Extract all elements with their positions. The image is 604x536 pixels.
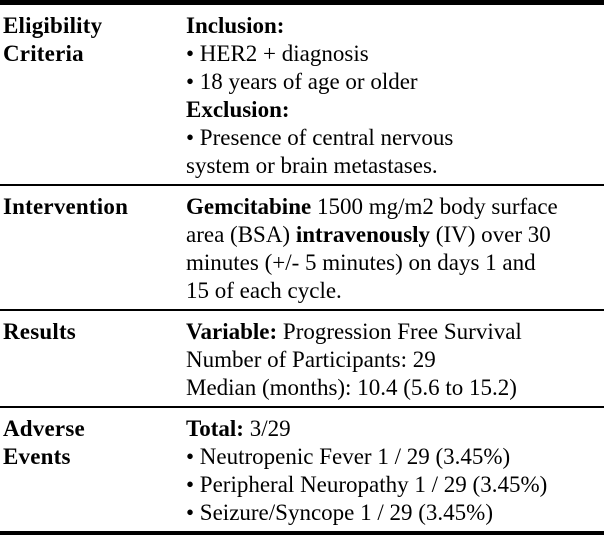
content-line: Number of Participants: 29 xyxy=(186,346,602,374)
row-label-line: Eligibility xyxy=(3,13,103,38)
row-label: Results xyxy=(0,318,186,346)
row-content: Inclusion: • HER2 + diagnosis • 18 years o… xyxy=(186,12,604,180)
content-line: Exclusion: xyxy=(186,96,602,124)
text-segment: 3/29 xyxy=(243,416,291,441)
table-row: Adverse Events Total: 3/29 • Neutropenic Fe… xyxy=(0,408,604,531)
row-label: Intervention xyxy=(0,193,186,221)
content-line: • HER2 + diagnosis xyxy=(186,40,602,68)
row-label: Adverse Events xyxy=(0,415,186,471)
text-segment: • HER2 + diagnosis xyxy=(186,41,369,66)
content-line: • Peripheral Neuropathy 1 / 29 (3.45%) xyxy=(186,471,602,499)
text-segment: 1500 mg/m2 body surface xyxy=(311,194,558,219)
text-segment: • Seizure/Syncope 1 / 29 (3.45%) xyxy=(186,500,493,525)
content-line: Variable: Progression Free Survival xyxy=(186,318,602,346)
row-label-line: Adverse xyxy=(3,416,85,441)
text-segment: Median (months): 10.4 (5.6 to 15.2) xyxy=(186,375,517,400)
content-line: • Seizure/Syncope 1 / 29 (3.45%) xyxy=(186,499,602,527)
content-line: area (BSA) intravenously (IV) over 30 xyxy=(186,221,602,249)
text-segment: (IV) over 30 xyxy=(430,222,551,247)
text-segment: • Peripheral Neuropathy 1 / 29 (3.45%) xyxy=(186,472,548,497)
text-segment: • 18 years of age or older xyxy=(186,69,418,94)
row-content: Variable: Progression Free Survival Numbe… xyxy=(186,318,604,402)
text-segment: Variable: xyxy=(186,319,278,344)
content-line: Inclusion: xyxy=(186,12,602,40)
text-segment: minutes (+/- 5 minutes) on days 1 and xyxy=(186,250,536,275)
content-line: • Presence of central nervous xyxy=(186,124,602,152)
text-segment: system or brain metastases. xyxy=(186,153,438,178)
text-segment: • Neutropenic Fever 1 / 29 (3.45%) xyxy=(186,444,511,469)
content-line: Total: 3/29 xyxy=(186,415,602,443)
text-segment: Number of Participants: 29 xyxy=(186,347,436,372)
text-segment: intravenously xyxy=(295,222,431,247)
content-line: • Neutropenic Fever 1 / 29 (3.45%) xyxy=(186,443,602,471)
row-label-line: Intervention xyxy=(3,194,129,219)
content-line: Median (months): 10.4 (5.6 to 15.2) xyxy=(186,374,602,402)
row-content: Gemcitabine 1500 mg/m2 body surface area … xyxy=(186,193,604,305)
row-label: Eligibility Criteria xyxy=(0,12,186,68)
text-segment: Exclusion: xyxy=(186,97,290,122)
row-label-line: Events xyxy=(3,444,71,469)
row-label-line: Results xyxy=(3,319,76,344)
text-segment: • Presence of central nervous xyxy=(186,125,454,150)
table-row: Results Variable: Progression Free Surviv… xyxy=(0,311,604,408)
content-line: Gemcitabine 1500 mg/m2 body surface xyxy=(186,193,602,221)
content-line: • 18 years of age or older xyxy=(186,68,602,96)
text-segment: Progression Free Survival xyxy=(277,319,522,344)
text-segment: Total: xyxy=(186,416,244,441)
content-line: 15 of each cycle. xyxy=(186,277,602,305)
table-row: Intervention Gemcitabine 1500 mg/m2 body … xyxy=(0,186,604,311)
table-row: Eligibility Criteria Inclusion: • HER2 + di… xyxy=(0,5,604,186)
content-line: system or brain metastases. xyxy=(186,152,602,180)
text-segment: Gemcitabine xyxy=(186,194,312,219)
text-segment: Inclusion: xyxy=(186,13,285,38)
row-content: Total: 3/29 • Neutropenic Fever 1 / 29 (3… xyxy=(186,415,604,527)
content-line: minutes (+/- 5 minutes) on days 1 and xyxy=(186,249,602,277)
row-label-line: Criteria xyxy=(3,41,84,66)
text-segment: 15 of each cycle. xyxy=(186,278,342,303)
text-segment: area (BSA) xyxy=(186,222,296,247)
